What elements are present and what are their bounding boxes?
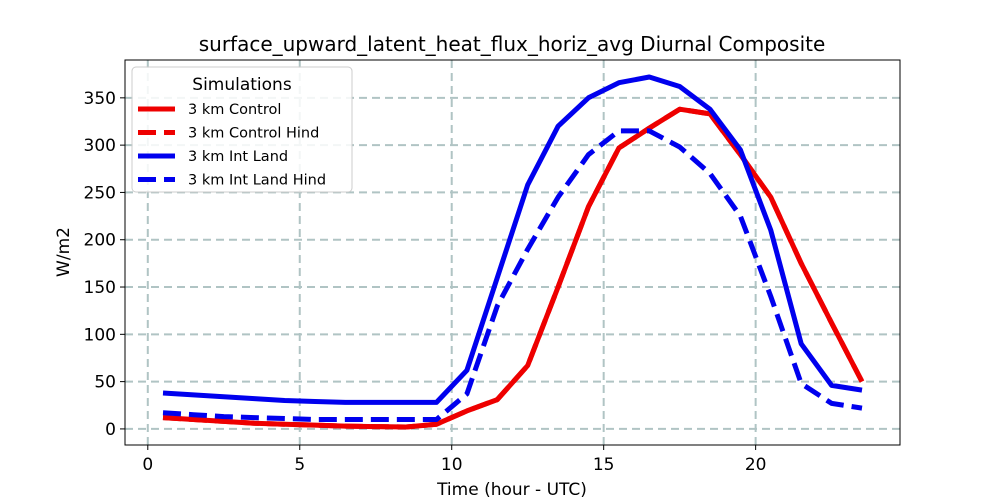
y-tick-label: 0 <box>105 420 116 440</box>
legend-label-4: 3 km Int Land Hind <box>188 173 326 189</box>
legend-label-2: 3 km Control Hind <box>188 126 319 142</box>
plot-area-frame <box>124 59 901 446</box>
legend-title: Simulations <box>192 75 292 95</box>
y-tick-label: 50 <box>94 373 116 393</box>
y-tick-label: 200 <box>84 231 116 251</box>
series-line-4 <box>162 128 863 422</box>
x-tick-label: 20 <box>745 455 767 475</box>
x-tick-label: 5 <box>294 455 305 475</box>
series-line-3 <box>162 74 863 405</box>
x-tick-label: 10 <box>441 455 463 475</box>
x-tick-label: 15 <box>593 455 615 475</box>
y-tick-label: 350 <box>84 89 116 109</box>
plot-lines <box>162 74 865 430</box>
y-tick-label: 250 <box>84 183 116 203</box>
y-tick-label: 150 <box>84 278 116 298</box>
y-tick-label: 100 <box>84 325 116 345</box>
y-tick-label: 300 <box>84 136 116 156</box>
x-axis-label: Time (hour - UTC) <box>436 480 587 500</box>
legend-label-1: 3 km Control <box>188 102 281 118</box>
legend: Simulations 3 km Control 3 km Control Hin… <box>131 66 353 193</box>
legend-box <box>131 66 353 193</box>
y-axis-label: W/m2 <box>54 227 74 277</box>
legend-label-3: 3 km Int Land <box>188 149 288 165</box>
chart-title: surface_upward_latent_heat_flux_horiz_av… <box>199 32 826 56</box>
x-tick-label: 0 <box>142 455 153 475</box>
